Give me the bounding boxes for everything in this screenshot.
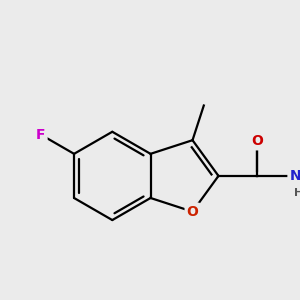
Text: H: H [293,188,300,198]
Text: O: O [187,205,199,219]
Text: F: F [36,128,46,142]
Text: O: O [251,134,263,148]
Text: N: N [290,169,300,183]
